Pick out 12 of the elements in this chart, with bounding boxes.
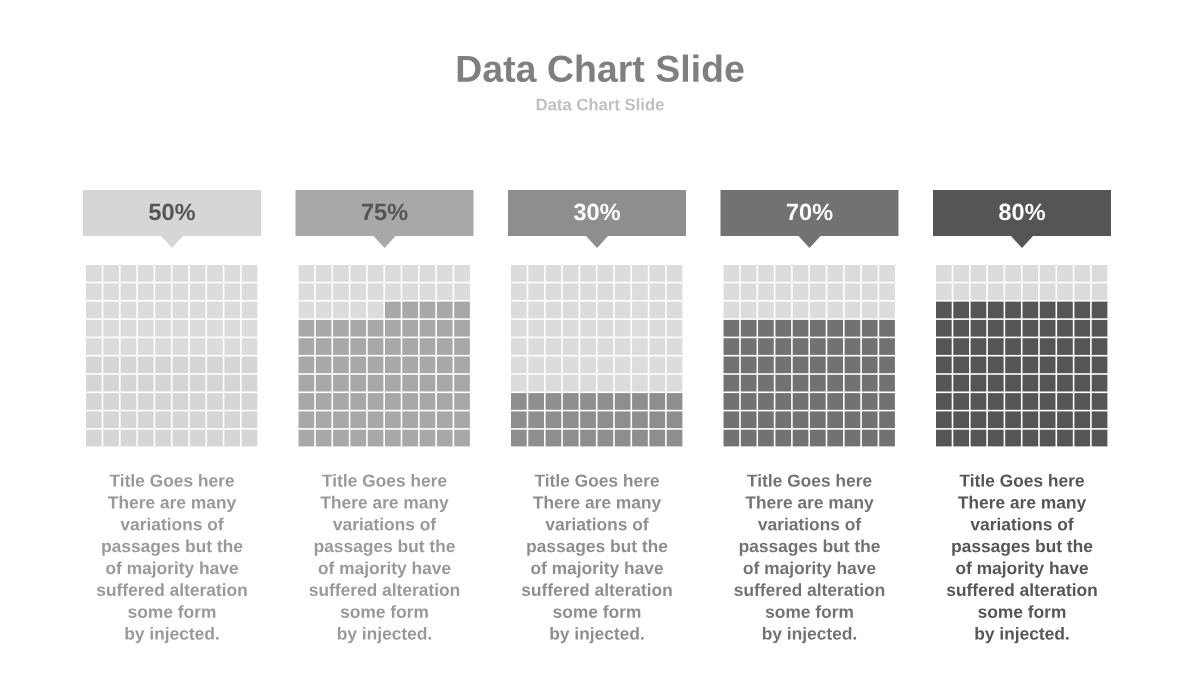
data-label: 75%	[361, 203, 408, 221]
text: Title Goes here There are many variations of passages but the of majority have suffered alteration some form by injected.	[96, 474, 247, 644]
data-label: 80%	[999, 203, 1046, 221]
text: Title Goes here There are many variations of passages but the of majority have suffered alteration some form by injected.	[309, 474, 460, 644]
data-label: 50%	[149, 203, 196, 221]
text: Title Goes here There are many variations of passages but the of majority have suffered alteration some form by injected.	[734, 474, 885, 644]
text: Title Goes here There are many variations of passages but the of majority have suffered alteration some form by injected.	[521, 474, 672, 644]
text: Data Chart Slide	[536, 98, 664, 111]
data-label: 30%	[573, 203, 621, 221]
text: Title Goes here There are many variations of passages but the of majority have suffered alteration some form by injected.	[946, 474, 1097, 644]
text: Data Chart Slide	[457, 54, 744, 83]
data-label: 70%	[786, 203, 833, 221]
